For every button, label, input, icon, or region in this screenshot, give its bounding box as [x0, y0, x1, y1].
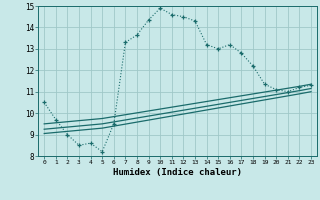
- X-axis label: Humidex (Indice chaleur): Humidex (Indice chaleur): [113, 168, 242, 177]
